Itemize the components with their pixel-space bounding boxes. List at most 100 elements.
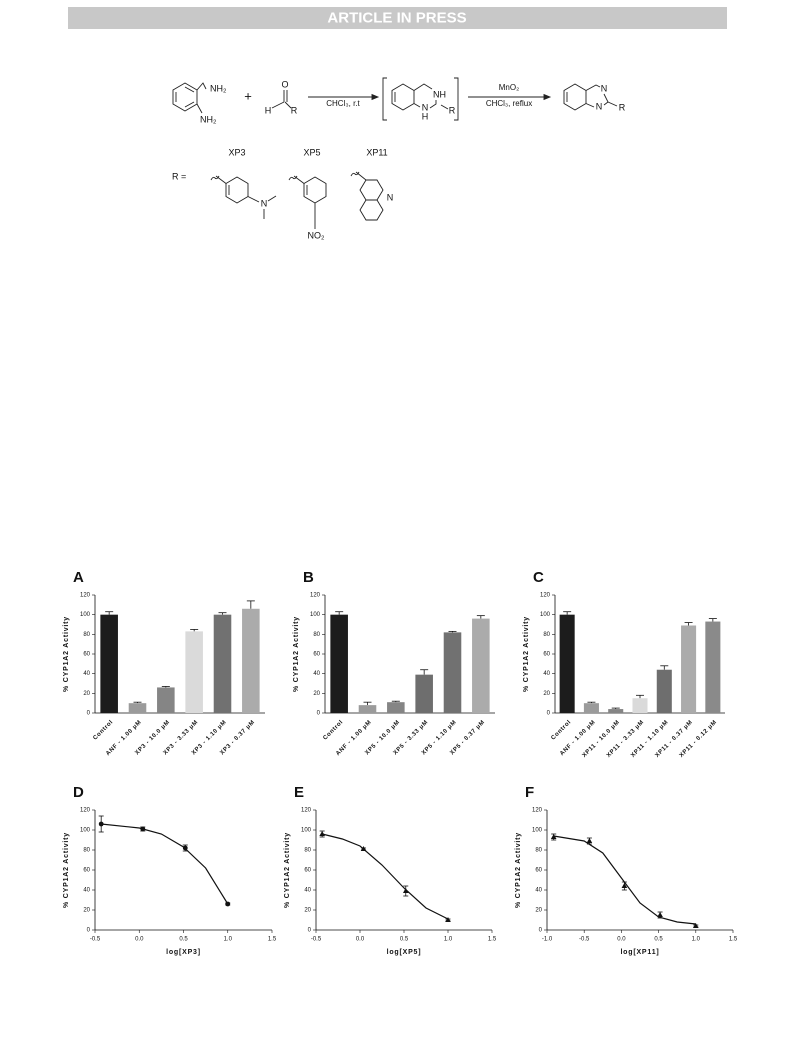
bond xyxy=(184,101,195,108)
x-tick-label: 0.0 xyxy=(135,937,144,943)
bond xyxy=(247,196,260,203)
bar xyxy=(559,614,575,713)
y-tick-label: 100 xyxy=(540,612,551,618)
bar xyxy=(100,614,118,713)
x-tick-label: 0.0 xyxy=(356,937,365,943)
y-tick-label: 0 xyxy=(539,928,543,934)
y-axis-label: % CYP1A2 Activity xyxy=(293,616,300,692)
scheme-label: N xyxy=(601,83,608,93)
y-tick-label: 40 xyxy=(543,671,550,677)
scheme-label: N xyxy=(261,198,268,208)
y-tick-label: 20 xyxy=(83,908,90,914)
bond xyxy=(429,100,437,109)
bond xyxy=(585,103,595,108)
y-tick-label: 100 xyxy=(301,828,312,834)
y-axis-label: % CYP1A2 Activity xyxy=(63,832,70,908)
y-tick-label: 100 xyxy=(532,828,543,834)
y-tick-label: 80 xyxy=(313,632,320,638)
bond xyxy=(267,195,277,202)
point xyxy=(319,831,325,836)
y-tick-label: 40 xyxy=(304,888,311,894)
x-tick-label: -0.5 xyxy=(90,937,101,943)
point xyxy=(657,912,663,917)
bond xyxy=(413,103,421,108)
x-tick-label: 1.0 xyxy=(444,937,453,943)
bracket xyxy=(454,77,459,121)
y-tick-label: 80 xyxy=(543,632,550,638)
x-tick-label: 0.5 xyxy=(400,937,409,943)
y-tick-label: 20 xyxy=(313,691,320,697)
reaction-scheme: NH₂ NH₂ + O H R CHCl₃, r.t NH R N H MnO₂… xyxy=(172,77,626,240)
scheme-label: R xyxy=(619,102,626,112)
y-tick-label: 120 xyxy=(540,593,551,599)
scheme-label: H xyxy=(265,105,272,115)
scheme-label: CHCl₃, reflux xyxy=(486,99,532,108)
point xyxy=(621,883,628,888)
x-axis-label: log[XP3] xyxy=(166,949,201,956)
y-tick-label: 40 xyxy=(83,888,90,894)
bar xyxy=(157,687,175,713)
point xyxy=(225,901,231,907)
panel-label: E xyxy=(294,784,304,801)
x-axis-label: log[XP11] xyxy=(620,949,659,956)
panel-label: F xyxy=(525,784,534,801)
bond xyxy=(196,103,203,114)
y-axis-label: % CYP1A2 Activity xyxy=(63,616,70,692)
bracket xyxy=(382,77,387,121)
y-tick-label: 40 xyxy=(313,671,320,677)
scheme-label: + xyxy=(244,88,252,103)
x-tick-label: Control xyxy=(92,719,114,741)
bar xyxy=(681,625,697,713)
x-tick-label: 0.5 xyxy=(654,937,663,943)
bond xyxy=(284,101,292,109)
bar xyxy=(128,703,147,713)
y-axis-label: % CYP1A2 Activity xyxy=(284,832,291,908)
x-tick-label: -0.5 xyxy=(579,937,590,943)
x-tick-label: 1.0 xyxy=(692,937,701,943)
scheme-label: NH₂ xyxy=(210,83,227,93)
bar xyxy=(608,709,624,713)
x-tick-label: 0.5 xyxy=(179,937,188,943)
y-tick-label: 60 xyxy=(83,652,90,658)
x-tick-label: 0.0 xyxy=(617,937,626,943)
point xyxy=(140,826,146,832)
wavy-bond xyxy=(210,175,220,181)
y-axis-label: % CYP1A2 Activity xyxy=(523,616,530,692)
point xyxy=(445,917,451,922)
scheme-label: R xyxy=(449,105,456,115)
bond xyxy=(196,82,207,91)
point xyxy=(693,923,699,928)
scheme-label: CHCl₃, r.t xyxy=(326,99,360,108)
wavy-bond xyxy=(350,171,360,177)
fit-curve xyxy=(322,833,449,920)
scheme-label: XP3 xyxy=(228,147,245,157)
y-tick-label: 60 xyxy=(313,652,320,658)
y-tick-label: 20 xyxy=(304,908,311,914)
scheme-label: MnO₂ xyxy=(499,83,519,92)
point xyxy=(550,834,557,839)
y-tick-label: 60 xyxy=(83,868,90,874)
y-tick-label: 40 xyxy=(535,888,542,894)
arrowhead xyxy=(543,93,552,101)
bar xyxy=(656,669,672,713)
y-tick-label: 80 xyxy=(83,848,90,854)
y-tick-label: 20 xyxy=(83,691,90,697)
y-tick-label: 120 xyxy=(80,593,91,599)
x-axis-label: log[XP5] xyxy=(387,949,422,956)
scheme-label: R xyxy=(291,105,298,115)
scheme-label: XP11 xyxy=(366,147,387,157)
y-tick-label: 20 xyxy=(535,908,542,914)
point xyxy=(182,845,188,851)
scheme-label: H xyxy=(422,111,429,121)
bar xyxy=(387,702,405,713)
scheme-label: O xyxy=(281,79,288,89)
bond xyxy=(607,101,618,107)
ring xyxy=(359,179,384,201)
y-tick-label: 60 xyxy=(543,652,550,658)
y-tick-label: 20 xyxy=(543,691,550,697)
bar xyxy=(443,632,462,713)
fit-curve xyxy=(101,823,229,905)
point xyxy=(586,838,593,843)
bond xyxy=(215,175,227,184)
